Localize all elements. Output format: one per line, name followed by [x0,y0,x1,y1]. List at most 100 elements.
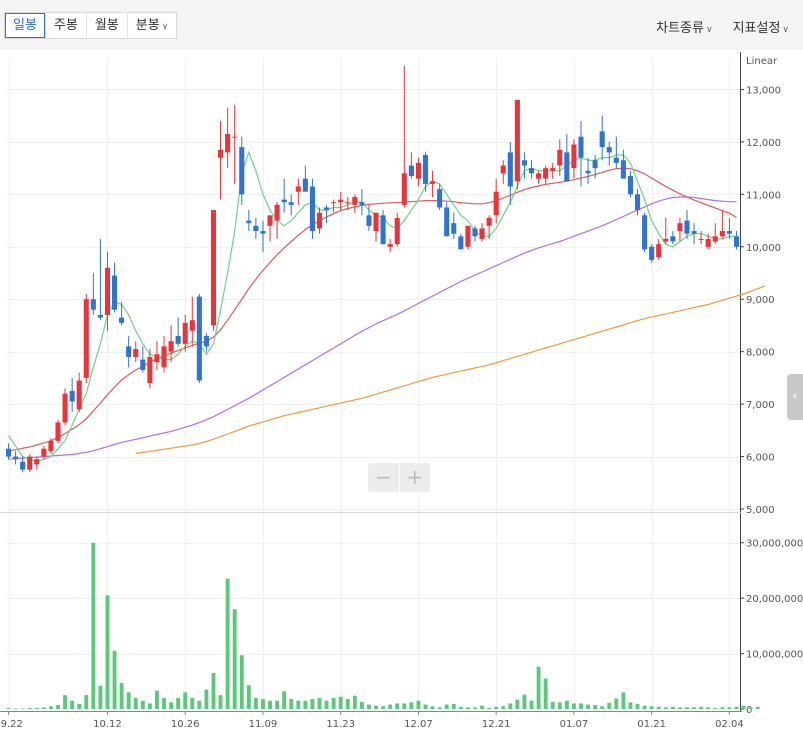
volume-bar [147,703,152,709]
candle-body [649,246,655,260]
volume-bar [155,690,159,709]
volume-bar [324,700,329,709]
volume-bar [289,699,294,709]
volume-bar [162,697,166,709]
candle-body [196,296,202,381]
volume-bar [112,650,117,709]
candle-body [147,356,153,384]
chevron-down-icon: ∨ [782,25,789,35]
candle-body [345,202,351,204]
candle-body [302,178,308,192]
candle-body [288,202,294,205]
candle-body [677,223,683,232]
volume-bar [614,698,619,709]
volume-bar [529,700,534,709]
volume-bar [204,689,209,709]
candle-body [83,299,89,378]
volume-bar [246,685,251,709]
x-tick-label: 11.09 [249,719,278,730]
candle-body [373,212,379,232]
chart-type-dropdown[interactable]: 차트종류 ∨ [656,17,712,36]
volume-bar [480,705,484,709]
candle-body [401,173,407,205]
candle-body [175,335,181,344]
candle-body [514,99,520,182]
volume-bar [352,695,357,709]
volume-bar [663,707,668,709]
volume-bar [6,707,11,709]
x-tick-label: 02.04 [715,719,744,730]
tab-minute[interactable]: 분봉 ∨ [128,13,177,38]
candle-body [733,236,740,247]
candle-body [104,267,111,315]
volume-bar [543,678,548,709]
volume-bar [261,699,265,709]
candle-body [387,244,393,247]
period-tabs: 일봉 주봉 월봉 분봉 ∨ [4,12,178,39]
zoom-in-button[interactable]: + [406,465,424,489]
candle-body [62,393,68,423]
chevron-left-icon[interactable]: ‹ [787,374,803,420]
volume-bar [77,704,82,709]
volume-bar [119,682,124,709]
x-tick-label: 09.22 [0,719,23,730]
candle-body [528,168,535,174]
y-tick-label: 10,000 [746,243,781,254]
y-tick-label: 13,000 [746,85,781,96]
candle-body [13,456,19,460]
volume-bar [642,705,647,709]
ma20-line [8,167,737,452]
volume-bar [409,702,414,709]
volume-bar [140,700,145,709]
volume-bar [635,704,640,709]
volume-bar [176,697,181,709]
volume-bar [522,694,527,709]
candle-body [69,391,75,402]
candle-body [465,225,471,247]
volume-bar [706,707,711,709]
candle-body [366,215,372,226]
volume-y-tick-label: 20,000,000 [746,594,803,605]
candle-body [698,238,704,240]
volume-bar [649,706,654,709]
candle-body [48,440,54,452]
candle-body [5,448,12,457]
candle-body [507,152,513,187]
volume-bar [670,706,675,709]
volume-bar [564,700,569,709]
indicator-settings-dropdown[interactable]: 지표설정 ∨ [733,17,789,36]
zoom-out-button[interactable]: − [368,463,400,492]
tab-weekly[interactable]: 주봉 [46,13,87,38]
volume-bar [600,706,605,709]
volume-y-tick-label: 10,000,000 [746,650,803,661]
candle-body [606,147,612,153]
x-tick-label: 01.07 [560,719,589,730]
y-tick-label: 5,000 [746,505,775,516]
volume-bar [571,703,576,709]
candle-body [592,160,598,169]
volume-bar [282,691,287,709]
candle-body [521,160,527,166]
volume-bar [388,704,393,709]
candle-body [154,354,160,363]
y-tick-label: 7,000 [746,400,775,411]
candle-body [437,189,443,208]
y-tick-label: 6,000 [746,453,775,464]
candle-body [642,215,648,250]
candle-body [705,238,711,247]
candle-body [656,244,662,258]
volume-bar [692,707,697,709]
ma5-line [8,150,737,463]
tab-daily[interactable]: 일봉 [5,13,46,38]
volume-bar [748,707,753,709]
tab-monthly[interactable]: 월봉 [87,13,128,38]
candle-body [140,359,146,371]
volume-bar [727,707,732,709]
chevron-down-icon: ∨ [705,25,713,35]
candle-body [493,191,499,216]
candle-body [627,175,634,195]
candle-body [663,238,669,242]
volume-bar [105,595,110,709]
volume-bar [755,706,760,709]
